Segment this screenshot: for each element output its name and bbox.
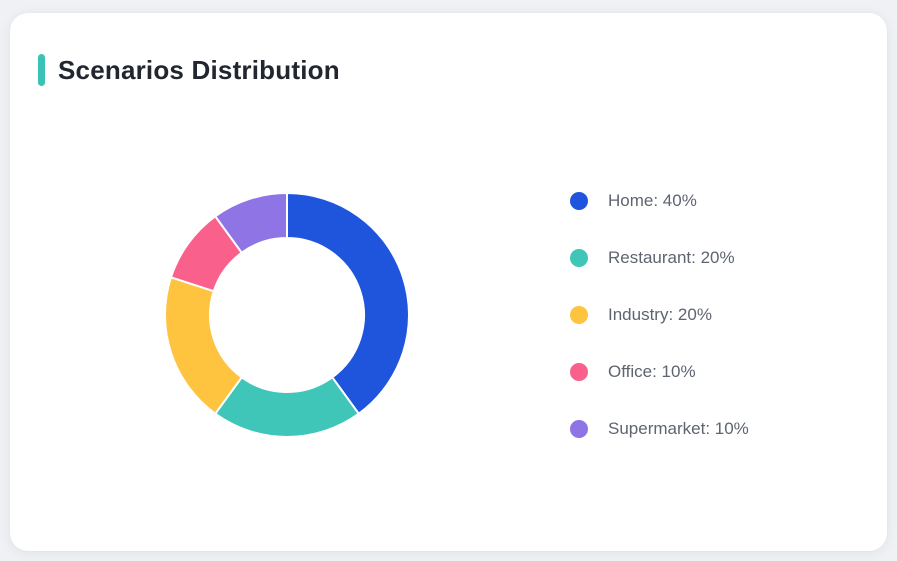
donut-segment-supermarket[interactable] (214, 192, 288, 254)
page-title: Scenarios Distribution (58, 55, 340, 85)
legend-label-industry: Industry: 20% (608, 305, 712, 324)
legend-swatch-restaurant (570, 249, 588, 267)
legend-swatch-industry (570, 306, 588, 324)
donut-segment-industry[interactable] (164, 276, 243, 415)
legend-item-office[interactable]: Office: 10% (570, 362, 749, 382)
title-accent-bar (38, 54, 45, 86)
legend-swatch-supermarket (570, 420, 588, 438)
scenarios-distribution-card: Scenarios Distribution Home: 40% Restaura… (10, 13, 887, 551)
legend-item-restaurant[interactable]: Restaurant: 20% (570, 248, 749, 268)
legend-label-office: Office: 10% (608, 362, 696, 381)
legend-swatch-office (570, 363, 588, 381)
legend-item-home[interactable]: Home: 40% (570, 191, 749, 211)
legend-label-supermarket: Supermarket: 10% (608, 419, 749, 438)
legend-label-home: Home: 40% (608, 191, 697, 210)
legend-item-supermarket[interactable]: Supermarket: 10% (570, 419, 749, 439)
legend-swatch-home (570, 192, 588, 210)
legend-item-industry[interactable]: Industry: 20% (570, 305, 749, 325)
donut-segment-home[interactable] (286, 192, 410, 415)
legend-label-restaurant: Restaurant: 20% (608, 248, 735, 267)
chart-legend: Home: 40% Restaurant: 20% Industry: 20% Off… (570, 191, 749, 476)
donut-chart (162, 190, 412, 440)
donut-segment-restaurant[interactable] (214, 376, 360, 438)
donut-chart-svg (164, 192, 410, 438)
